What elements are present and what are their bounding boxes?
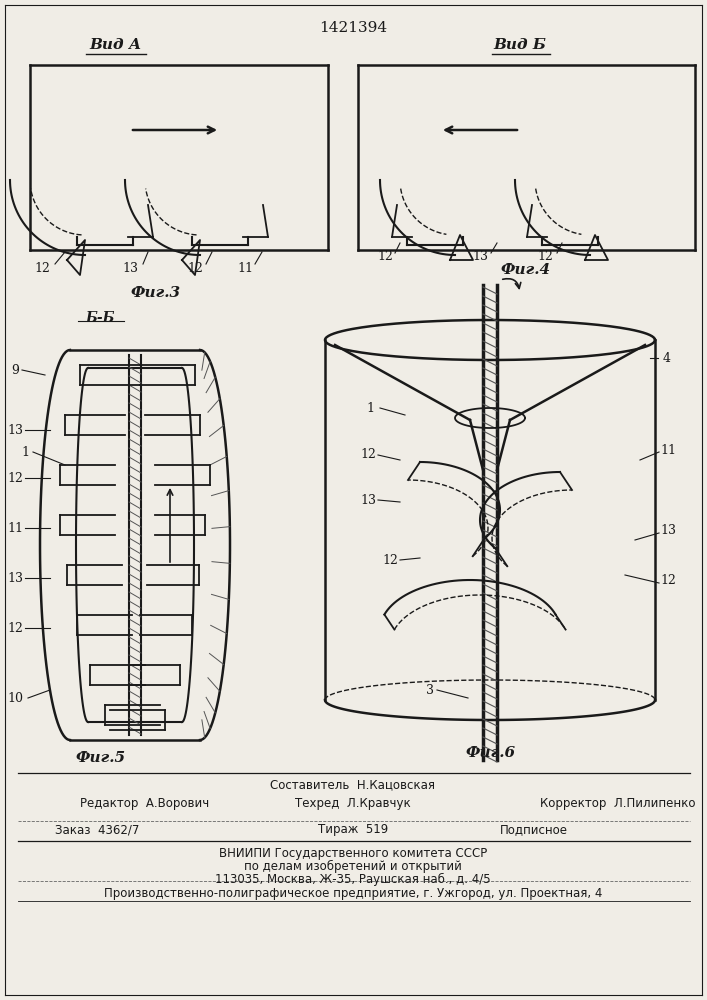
Text: 13: 13 bbox=[472, 250, 488, 263]
Text: Техред  Л.Кравчук: Техред Л.Кравчук bbox=[295, 796, 411, 810]
Text: 9: 9 bbox=[11, 363, 19, 376]
Text: Производственно-полиграфическое предприятие, г. Ужгород, ул. Проектная, 4: Производственно-полиграфическое предприя… bbox=[104, 886, 602, 900]
Text: 12: 12 bbox=[7, 472, 23, 485]
Text: Подписное: Подписное bbox=[500, 824, 568, 836]
Text: 113035, Москва, Ж-35, Раушская наб., д. 4/5: 113035, Москва, Ж-35, Раушская наб., д. … bbox=[215, 872, 491, 886]
Text: 13: 13 bbox=[122, 261, 138, 274]
Text: Тираж  519: Тираж 519 bbox=[318, 824, 388, 836]
Text: 4: 4 bbox=[663, 352, 671, 364]
Text: Вид Б: Вид Б bbox=[493, 38, 547, 52]
Text: 12: 12 bbox=[537, 250, 553, 263]
Text: Вид А: Вид А bbox=[89, 38, 141, 52]
Text: 12: 12 bbox=[187, 261, 203, 274]
Text: 3: 3 bbox=[426, 684, 434, 696]
Text: Фиг.5: Фиг.5 bbox=[75, 751, 125, 765]
Text: 12: 12 bbox=[34, 261, 50, 274]
Text: 12: 12 bbox=[660, 574, 676, 586]
Text: 12: 12 bbox=[377, 250, 393, 263]
Text: 1: 1 bbox=[21, 446, 29, 458]
Text: 10: 10 bbox=[7, 692, 23, 704]
Text: 13: 13 bbox=[660, 524, 676, 536]
Text: Корректор  Л.Пилипенко: Корректор Л.Пилипенко bbox=[540, 796, 696, 810]
Text: ВНИИПИ Государственного комитета СССР: ВНИИПИ Государственного комитета СССР bbox=[219, 846, 487, 859]
Text: Фиг.6: Фиг.6 bbox=[465, 746, 515, 760]
Text: 12: 12 bbox=[382, 554, 398, 566]
Text: 12: 12 bbox=[7, 621, 23, 635]
Text: 1: 1 bbox=[366, 401, 374, 414]
Text: 13: 13 bbox=[7, 424, 23, 436]
Text: Заказ  4362/7: Заказ 4362/7 bbox=[55, 824, 139, 836]
Text: 11: 11 bbox=[237, 261, 253, 274]
Text: Фиг.4: Фиг.4 bbox=[500, 263, 550, 277]
Text: по делам изобретений и открытий: по делам изобретений и открытий bbox=[244, 859, 462, 873]
Text: 13: 13 bbox=[360, 493, 376, 506]
Text: Редактор  А.Ворович: Редактор А.Ворович bbox=[80, 796, 209, 810]
Text: 11: 11 bbox=[7, 522, 23, 534]
Text: Составитель  Н.Кацовская: Составитель Н.Кацовская bbox=[271, 778, 436, 792]
Text: 11: 11 bbox=[660, 444, 676, 456]
Text: 13: 13 bbox=[7, 572, 23, 584]
Text: Фиг.3: Фиг.3 bbox=[130, 286, 180, 300]
Text: 12: 12 bbox=[360, 448, 376, 462]
Text: Б-Б: Б-Б bbox=[86, 311, 115, 325]
Text: 1421394: 1421394 bbox=[319, 21, 387, 35]
